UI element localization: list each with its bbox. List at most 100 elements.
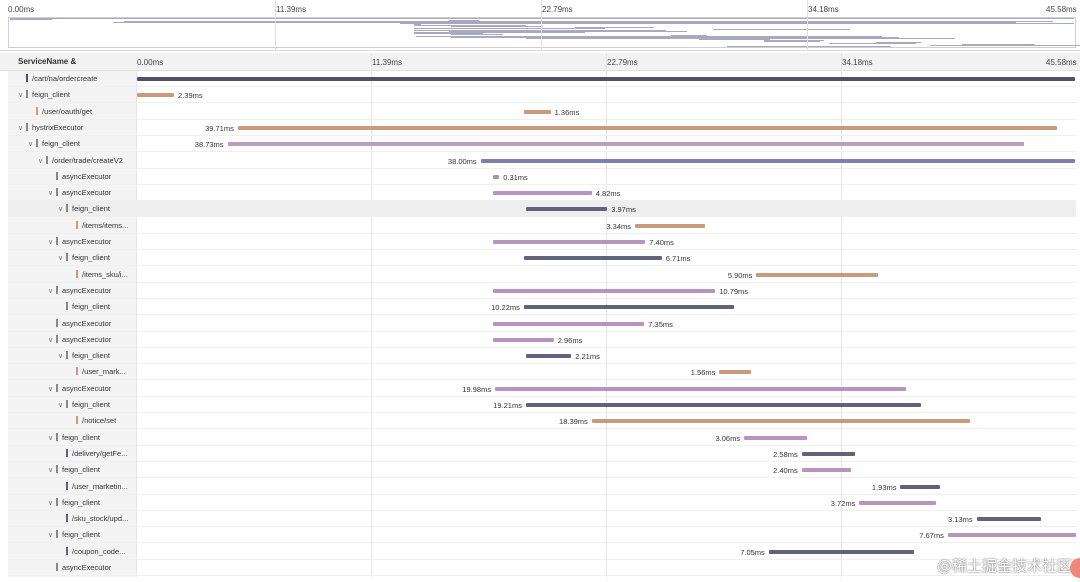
span-duration-label: 2.40ms xyxy=(773,466,798,476)
span-duration-bar[interactable] xyxy=(801,468,852,473)
span-duration-bar[interactable] xyxy=(525,354,572,359)
span-service-name: asyncExecutor xyxy=(48,563,111,572)
chevron-down-icon[interactable]: ∨ xyxy=(18,124,24,132)
span-row[interactable]: ∨ feign_client 7.67ms xyxy=(8,527,1076,544)
span-row[interactable]: asyncExecutor xyxy=(8,560,1076,576)
minimap-span-bar xyxy=(451,25,544,27)
span-duration-bar[interactable] xyxy=(900,484,941,489)
span-duration-bar[interactable] xyxy=(495,386,906,391)
span-row[interactable]: ∨ feign_client 38.73ms xyxy=(8,136,1076,153)
chevron-down-icon[interactable]: ∨ xyxy=(48,385,54,393)
span-color-marker xyxy=(66,514,68,523)
span-row[interactable]: ∨ asyncExecutor 2.96ms xyxy=(8,332,1076,348)
chevron-down-icon[interactable]: ∨ xyxy=(48,434,54,442)
span-row[interactable]: ∨ asyncExecutor 10.79ms xyxy=(8,283,1076,299)
span-row[interactable]: feign_client 10.22ms xyxy=(8,299,1076,316)
span-duration-bar[interactable] xyxy=(591,419,971,424)
span-duration-bar[interactable] xyxy=(525,403,922,407)
span-row[interactable]: asyncExecutor 7.35ms xyxy=(8,316,1076,332)
span-duration-bar[interactable] xyxy=(523,109,551,114)
span-row[interactable]: /coupon_code... 7.05ms xyxy=(8,544,1076,560)
span-row[interactable]: ∨ asyncExecutor 19.98ms xyxy=(8,381,1076,397)
span-duration-bar[interactable] xyxy=(493,174,500,179)
span-row[interactable]: /user_marketin... 1.93ms xyxy=(8,479,1076,495)
chevron-down-icon[interactable]: ∨ xyxy=(48,190,54,198)
span-row[interactable]: /items_sku/i... 5.90ms xyxy=(8,267,1076,283)
span-row[interactable]: ∨ asyncExecutor 4.82ms xyxy=(8,185,1076,202)
span-duration-bar[interactable] xyxy=(635,223,705,228)
chevron-down-icon[interactable]: ∨ xyxy=(58,402,64,409)
chevron-down-icon[interactable]: ∨ xyxy=(58,353,64,361)
chevron-down-icon[interactable]: ∨ xyxy=(48,287,54,295)
chevron-down-icon[interactable]: ∨ xyxy=(48,499,54,507)
span-row[interactable]: ∨ /order/trade/createV2 38.00ms xyxy=(8,153,1076,169)
span-row[interactable]: ∨ feign_client 6.71ms xyxy=(8,250,1076,267)
span-row[interactable]: /user_mark... 1.56ms xyxy=(8,364,1076,381)
span-duration-bar[interactable] xyxy=(768,549,914,554)
span-duration-bar[interactable] xyxy=(523,256,662,261)
span-row[interactable]: ∨ feign_client 2.39ms xyxy=(8,87,1076,104)
chevron-down-icon[interactable]: ∨ xyxy=(18,92,24,100)
span-duration-label: 7.40ms xyxy=(649,238,674,247)
chevron-down-icon[interactable]: ∨ xyxy=(58,255,64,263)
span-duration-bar[interactable] xyxy=(525,207,608,212)
span-color-marker xyxy=(56,497,58,506)
chevron-down-icon[interactable]: ∨ xyxy=(48,467,54,475)
span-row[interactable]: ∨ feign_client 2.40ms xyxy=(8,462,1076,479)
span-row[interactable]: ∨ feign_client 2.21ms xyxy=(8,348,1076,365)
chevron-down-icon[interactable]: ∨ xyxy=(38,157,44,165)
chevron-down-icon[interactable]: ∨ xyxy=(58,206,64,214)
span-duration-label: 7.67ms xyxy=(919,531,944,541)
chevron-down-icon[interactable]: ∨ xyxy=(28,141,34,149)
span-duration-bar[interactable] xyxy=(976,517,1042,522)
span-row[interactable]: ∨ hystrixExecutor 39.71ms xyxy=(8,120,1076,136)
span-duration-bar[interactable] xyxy=(801,451,855,456)
chevron-down-icon[interactable]: ∨ xyxy=(48,239,54,246)
span-row[interactable]: /notice/set 18.39ms xyxy=(8,413,1076,430)
span-label: /user/oauth/get xyxy=(42,106,93,116)
span-duration-bar[interactable] xyxy=(493,321,645,326)
span-row[interactable]: /sku_stock/upd... 3.13ms xyxy=(8,511,1076,528)
span-duration-bar[interactable] xyxy=(493,288,716,293)
span-duration-bar[interactable] xyxy=(237,125,1057,130)
span-duration-bar[interactable] xyxy=(227,142,1024,147)
span-row[interactable]: /cart/na/ordercreate xyxy=(8,71,1076,87)
span-label: /user_mark... xyxy=(82,367,126,377)
span-color-marker xyxy=(26,74,28,82)
span-duration-bar[interactable] xyxy=(480,158,1075,163)
span-label: /items/items... xyxy=(82,220,129,230)
minimap-tick: 34.18ms xyxy=(808,5,839,14)
span-duration-bar[interactable] xyxy=(137,77,1075,81)
chevron-down-icon[interactable]: ∨ xyxy=(48,532,54,540)
span-duration-label: 3.97ms xyxy=(611,205,636,215)
span-row[interactable]: ∨ feign_client 3.97ms xyxy=(8,201,1076,218)
span-color-marker xyxy=(66,253,68,262)
minimap-tick: 11.39ms xyxy=(276,5,307,14)
span-row[interactable]: ∨ asyncExecutor 7.40ms xyxy=(8,234,1076,250)
minimap-tick: 0.00ms xyxy=(8,5,35,14)
span-duration-bar[interactable] xyxy=(523,305,734,310)
span-duration-bar[interactable] xyxy=(493,191,592,196)
chevron-down-icon[interactable]: ∨ xyxy=(48,336,54,344)
span-row[interactable]: ∨ feign_client 3.72ms xyxy=(8,495,1076,511)
span-row[interactable]: /items/items... 3.34ms xyxy=(8,218,1076,234)
service-name-column-header[interactable]: ServiceName & xyxy=(18,57,77,66)
span-row[interactable]: /delivery/getFe... 2.58ms xyxy=(8,446,1076,462)
span-duration-bar[interactable] xyxy=(947,533,1076,538)
span-duration-bar[interactable] xyxy=(859,500,936,505)
span-duration-bar[interactable] xyxy=(493,337,554,342)
span-duration-bar[interactable] xyxy=(137,93,175,98)
span-row[interactable]: ∨ feign_client 3.06ms xyxy=(8,430,1076,446)
span-duration-bar[interactable] xyxy=(719,370,752,375)
minimap-span-bar xyxy=(448,19,480,21)
span-row[interactable]: ∨ feign_client 19.21ms xyxy=(8,397,1076,413)
span-duration-label: 1.36ms xyxy=(554,107,580,117)
minimap-span-bar xyxy=(712,29,851,31)
span-duration-bar[interactable] xyxy=(744,435,807,440)
span-color-marker xyxy=(26,90,28,99)
span-duration-bar[interactable] xyxy=(493,240,646,244)
span-duration-bar[interactable] xyxy=(756,272,878,277)
trace-minimap[interactable]: 0.00ms 11.39ms 22.79ms 34.18ms 45.58ms xyxy=(0,0,1080,51)
span-row[interactable]: /user/oauth/get 1.36ms xyxy=(8,104,1076,120)
span-row[interactable]: asyncExecutor 0.31ms xyxy=(8,169,1076,185)
